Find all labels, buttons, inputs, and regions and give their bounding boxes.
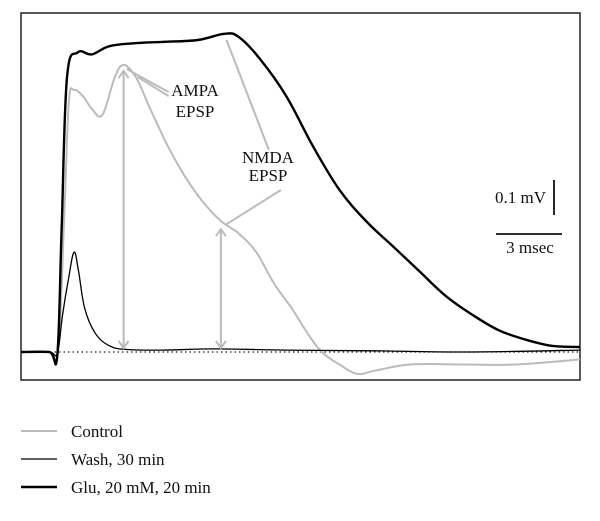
plot-frame bbox=[20, 12, 581, 381]
trace-control bbox=[20, 64, 581, 376]
legend-label-control: Control bbox=[71, 422, 123, 441]
nmda-vertical-arrowhead-top bbox=[215, 227, 227, 237]
nmda-pointer-arrow-up bbox=[225, 39, 270, 151]
ampa-vertical-arrowhead-bottom bbox=[117, 340, 130, 350]
ampa-annotation: AMPA EPSP bbox=[117, 68, 219, 350]
scale-bars: 0.1 mV 3 msec bbox=[495, 180, 562, 257]
trace-glu-20mm-20min bbox=[20, 32, 581, 366]
nmda-annotation: NMDA EPSP bbox=[215, 39, 295, 350]
nmda-label-line1: NMDA bbox=[242, 148, 295, 167]
ampa-pointer-arrow bbox=[126, 68, 170, 94]
ampa-label-line2: EPSP bbox=[176, 102, 215, 121]
trace-layer bbox=[20, 32, 581, 376]
voltage-scale-label: 0.1 mV bbox=[495, 188, 547, 207]
ampa-pointer-arrow-secondary bbox=[137, 76, 170, 98]
ampa-vertical-arrowhead-top bbox=[117, 69, 130, 79]
nmda-pointer-arrow-down bbox=[224, 189, 282, 227]
legend-label-glu: Glu, 20 mM, 20 min bbox=[71, 478, 211, 497]
legend: Control Wash, 30 min Glu, 20 mM, 20 min bbox=[21, 422, 211, 497]
nmda-label-line2: EPSP bbox=[249, 166, 288, 185]
trace-wash-30min bbox=[20, 251, 581, 357]
legend-label-wash: Wash, 30 min bbox=[71, 450, 165, 469]
ampa-label-line1: AMPA bbox=[171, 81, 219, 100]
time-scale-label: 3 msec bbox=[506, 238, 554, 257]
nmda-vertical-arrowhead-bottom bbox=[215, 340, 227, 350]
